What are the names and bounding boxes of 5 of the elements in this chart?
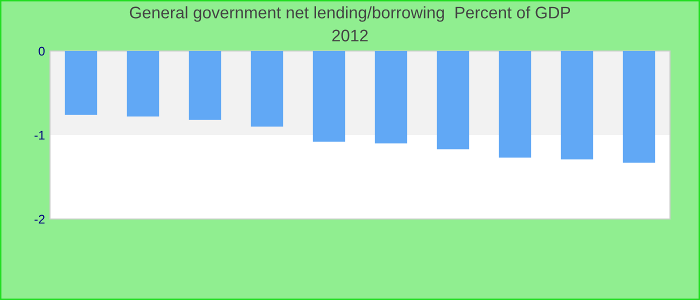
y-tick-label: 0 — [38, 46, 45, 56]
y-tick-label: -2 — [34, 214, 45, 224]
y-tick-label: -1 — [34, 130, 45, 140]
chart-title: General government net lending/borrowing Percent of GDP — [130, 6, 570, 22]
chart-subtitle: 2012 — [332, 30, 368, 42]
